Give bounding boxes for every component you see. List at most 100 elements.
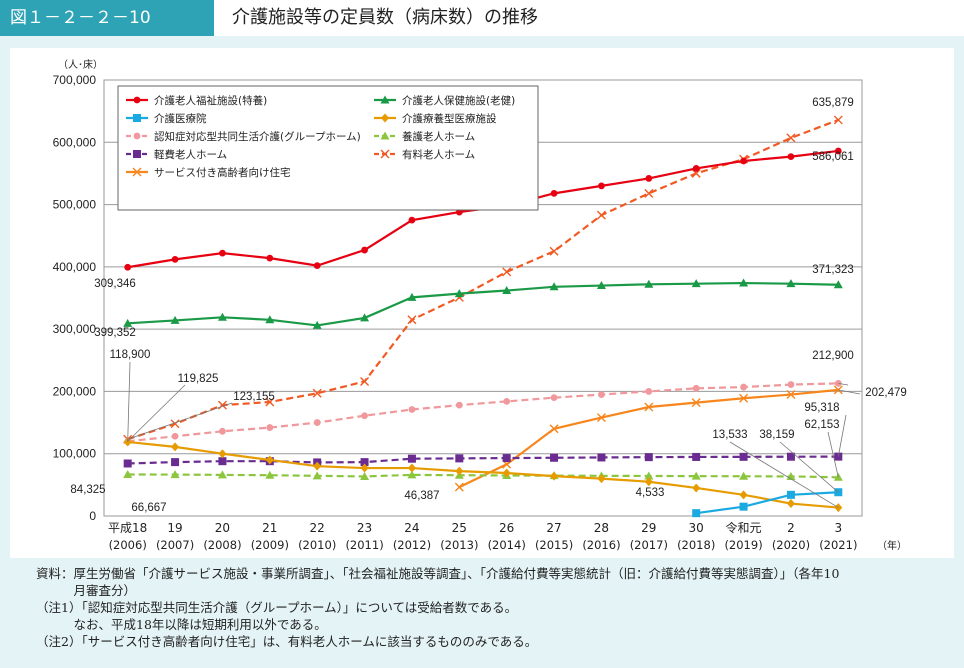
data-label: 84,325: [70, 484, 105, 496]
x-tick-year: (2011): [345, 538, 383, 552]
x-tick-year: (2013): [440, 538, 478, 552]
data-point: [786, 279, 796, 288]
x-tick-label: 25: [452, 521, 467, 535]
data-point: [408, 216, 416, 224]
data-label: 46,387: [404, 490, 439, 502]
y-tick-label: 600,000: [53, 135, 97, 149]
series-line: [127, 118, 839, 441]
x-tick-label: 30: [689, 521, 704, 535]
note-1-cont: なお、平成18年以降は短期利用以外である。: [36, 617, 327, 632]
x-tick-year: (2018): [677, 538, 715, 552]
data-point: [550, 394, 558, 402]
legend-label: 介護医療院: [154, 112, 207, 125]
data-point: [739, 393, 749, 403]
note-source: 資料：厚生労働省「介護サービス施設・事業所調査」、「社会福祉施設等調査」、「介護…: [36, 566, 840, 581]
data-point: [124, 263, 132, 271]
data-label: 95,318: [804, 402, 839, 414]
data-point: [739, 490, 748, 500]
data-point: [313, 461, 322, 471]
data-point: [502, 454, 511, 463]
data-point: [360, 463, 369, 473]
data-point: [550, 453, 559, 462]
data-point: [550, 471, 559, 481]
data-point: [692, 165, 700, 172]
data-point: [502, 468, 511, 478]
data-label: 66,667: [131, 502, 166, 514]
data-point: [549, 246, 559, 256]
x-tick-year: (2016): [582, 538, 620, 552]
x-tick-year: (2017): [630, 538, 668, 552]
series-line: [127, 455, 839, 465]
x-tick-label: 平成18: [108, 521, 147, 535]
line-chart: 0 100,000 200,000 300,000 400,000 500,000 600,…: [53, 58, 907, 552]
data-point: [123, 318, 133, 327]
data-point: [596, 281, 606, 290]
data-point: [265, 315, 275, 324]
data-point: [361, 412, 368, 420]
y-tick-label: 0: [89, 509, 96, 523]
note-1: （注1）「認知症対応型共同生活介護（グループホーム）」については受給者数である。: [36, 600, 518, 615]
data-point: [133, 132, 141, 140]
leader-line: [127, 402, 233, 440]
data-point: [786, 133, 796, 143]
x-tick-label: 2: [787, 521, 795, 535]
data-point: [549, 282, 559, 291]
data-label: 202,479: [865, 387, 907, 399]
x-tick-label: 3: [834, 521, 842, 535]
y-tick-label: 700,000: [53, 73, 97, 87]
x-tick-year: (2015): [535, 538, 573, 552]
data-point: [739, 471, 749, 480]
data-point: [171, 442, 180, 452]
x-tick-label: 29: [641, 521, 656, 535]
data-label: 123,155: [233, 391, 275, 403]
data-label: 4,533: [636, 487, 665, 499]
data-point: [219, 249, 226, 257]
data-point: [692, 452, 701, 461]
data-point: [266, 254, 274, 262]
data-point: [266, 424, 274, 431]
y-tick-label: 100,000: [53, 447, 97, 461]
y-tick-label: 200,000: [53, 384, 97, 398]
data-label: 13,533: [712, 429, 747, 441]
data-point: [380, 149, 390, 159]
data-point: [217, 400, 227, 410]
leader-line: [729, 441, 839, 508]
data-point: [360, 471, 370, 480]
data-point: [265, 397, 275, 407]
data-label: 635,879: [812, 97, 854, 109]
data-point: [834, 147, 842, 155]
data-point: [133, 96, 141, 104]
leader-line: [127, 384, 186, 442]
data-point: [691, 471, 701, 480]
data-point: [455, 401, 463, 409]
data-point: [313, 419, 321, 426]
legend-label: 介護老人保健施設(老健): [402, 94, 515, 107]
data-point: [740, 383, 747, 391]
series-line: [127, 382, 839, 443]
data-point: [692, 509, 701, 518]
data-point: [786, 390, 796, 400]
y-axis-unit: （人･床）: [58, 58, 103, 71]
data-label: 119,825: [178, 373, 219, 385]
data-point: [123, 469, 133, 478]
y-tick-label: 300,000: [53, 322, 97, 336]
data-point: [312, 320, 322, 329]
x-tick-year: (2019): [724, 538, 762, 552]
data-point: [133, 150, 141, 158]
data-point: [360, 313, 370, 322]
data-point: [691, 279, 701, 288]
series-line: [696, 491, 839, 515]
data-point: [549, 424, 559, 434]
x-tick-label: 28: [594, 521, 609, 535]
x-tick-year: (2010): [298, 538, 336, 552]
x-tick-year: (2014): [488, 538, 526, 552]
data-point: [598, 391, 605, 398]
data-point: [691, 168, 701, 178]
data-label: 118,900: [110, 349, 151, 361]
data-label: 38,159: [759, 429, 794, 441]
data-point: [381, 113, 389, 123]
data-point: [740, 157, 747, 165]
x-tick-year: (2009): [251, 538, 289, 552]
x-tick-year: (2012): [393, 538, 431, 552]
x-tick-label: 26: [499, 521, 514, 535]
